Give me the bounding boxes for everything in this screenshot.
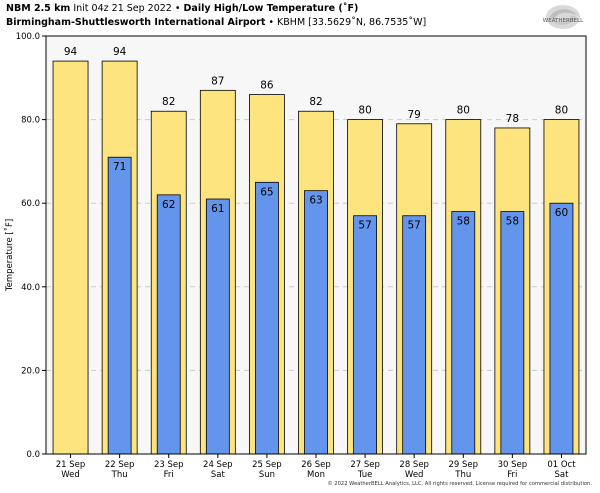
separator: • bbox=[268, 17, 275, 28]
low-value-label: 57 bbox=[358, 220, 371, 232]
high-bar bbox=[52, 60, 89, 455]
station-name: Birmingham-Shuttlesworth International A… bbox=[6, 17, 266, 28]
y-tick-label: 40.0 bbox=[21, 283, 40, 293]
y-tick-label: 60.0 bbox=[21, 199, 40, 209]
x-tick-day: Mon bbox=[307, 470, 325, 480]
x-tick-day: Sat bbox=[211, 470, 226, 480]
x-tick-date: 27 Sep bbox=[350, 460, 380, 470]
bar-layer: 94 94 71 82 62 87 61 86 65 82 63 80 57 79 57 80 58 78 58 80… bbox=[52, 46, 580, 455]
low-bar bbox=[402, 215, 427, 455]
x-tick-day: Sat bbox=[554, 470, 569, 480]
low-bar bbox=[451, 211, 476, 455]
model-name: NBM 2.5 km bbox=[6, 3, 71, 14]
y-tick-label: 20.0 bbox=[21, 366, 40, 376]
plot-frame bbox=[45, 35, 587, 455]
high-value-label: 87 bbox=[211, 75, 224, 87]
low-value-label: 63 bbox=[309, 195, 322, 207]
high-value-label: 94 bbox=[64, 46, 78, 58]
chart-header-line-1: NBM 2.5 km Init 04z 21 Sep 2022 • Daily … bbox=[6, 3, 358, 14]
separator: • bbox=[174, 3, 181, 14]
x-tick-date: 01 Oct bbox=[547, 460, 576, 470]
weatherbell-swirl-logo bbox=[546, 5, 580, 29]
x-tick-date: 22 Sep bbox=[105, 460, 135, 470]
low-bar bbox=[549, 202, 574, 455]
x-tick-day: Fri bbox=[164, 470, 174, 480]
high-value-label: 78 bbox=[506, 113, 519, 125]
logo-text: WEATHERBELL bbox=[543, 18, 584, 24]
low-bar bbox=[304, 190, 328, 455]
low-bar bbox=[353, 215, 377, 455]
x-tick-day: Sun bbox=[259, 470, 275, 480]
station-id: KBHM [33.5629˚N, 86.7535˚W] bbox=[277, 17, 427, 28]
y-tick-label: 0.0 bbox=[26, 450, 40, 460]
x-tick-day: Fri bbox=[507, 470, 517, 480]
x-tick-date: 24 Sep bbox=[203, 460, 233, 470]
chart-title: Daily High/Low Temperature (˚F) bbox=[183, 3, 359, 14]
x-tick-date: 23 Sep bbox=[154, 460, 184, 470]
x-tick-date: 28 Sep bbox=[399, 460, 429, 470]
high-value-label: 82 bbox=[162, 96, 175, 108]
x-tick-date: 30 Sep bbox=[498, 460, 528, 470]
x-tick-day: Wed bbox=[405, 470, 424, 480]
high-value-label: 80 bbox=[358, 105, 371, 117]
low-bar bbox=[107, 156, 132, 455]
x-tick-date: 26 Sep bbox=[301, 460, 331, 470]
y-axis-label: Temperature [˚F] bbox=[4, 219, 15, 292]
high-value-label: 79 bbox=[407, 109, 420, 121]
low-value-label: 58 bbox=[457, 216, 470, 228]
x-tick-day: Tue bbox=[357, 470, 373, 480]
init-time: Init 04z 21 Sep 2022 bbox=[73, 3, 172, 14]
low-value-label: 62 bbox=[162, 199, 175, 211]
x-tick-day: Thu bbox=[454, 470, 471, 480]
low-bar bbox=[205, 198, 230, 455]
high-value-label: 80 bbox=[555, 105, 568, 117]
x-tick-date: 21 Sep bbox=[56, 460, 86, 470]
x-tick-day: Wed bbox=[61, 470, 80, 480]
y-tick-label: 80.0 bbox=[21, 116, 40, 126]
high-value-label: 86 bbox=[260, 80, 274, 92]
x-tick-date: 25 Sep bbox=[252, 460, 282, 470]
low-bar bbox=[500, 211, 525, 455]
low-value-label: 71 bbox=[113, 161, 126, 173]
y-tick-label: 100.0 bbox=[16, 32, 40, 42]
low-bar bbox=[156, 194, 181, 455]
high-value-label: 94 bbox=[113, 46, 127, 58]
high-value-label: 80 bbox=[457, 105, 470, 117]
weatherbell-logo: WEATHERBELL bbox=[543, 5, 584, 29]
low-value-label: 60 bbox=[555, 207, 568, 219]
chart-header-line-2: Birmingham-Shuttlesworth International A… bbox=[6, 17, 426, 28]
low-value-label: 58 bbox=[506, 216, 519, 228]
low-bar bbox=[255, 181, 279, 455]
copyright-footer: © 2022 WeatherBELL Analytics, LLC. All r… bbox=[327, 481, 592, 487]
low-value-label: 65 bbox=[260, 186, 273, 198]
low-value-label: 57 bbox=[407, 220, 420, 232]
x-tick-date: 29 Sep bbox=[448, 460, 478, 470]
high-value-label: 82 bbox=[309, 96, 322, 108]
x-tick-day: Thu bbox=[111, 470, 128, 480]
low-value-label: 61 bbox=[211, 203, 224, 215]
